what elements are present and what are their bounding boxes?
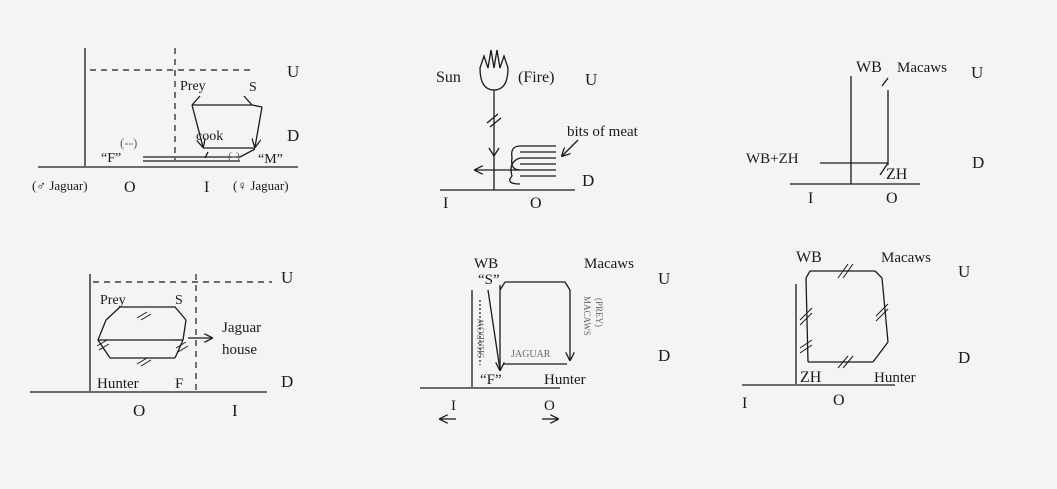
p5-s-label: “S” — [478, 272, 500, 288]
p3-macaws-label: Macaws — [897, 60, 947, 76]
p3-in-label: I — [808, 190, 813, 207]
p1-female-jaguar-label: (♀ Jaguar) — [233, 178, 289, 193]
panel-5: WB “S” Macaws U SHADOW MACAWS (PREY) JAG… — [420, 256, 670, 419]
p2-out-label: O — [530, 195, 542, 212]
p6-in-label: I — [742, 395, 747, 412]
p4-jaguar-label: Jaguar — [222, 320, 261, 336]
p5-up-label: U — [658, 269, 670, 288]
sun-flower-icon — [479, 49, 509, 91]
p6-up-label: U — [958, 262, 970, 281]
panel-3: WB Macaws U WB+ZH D ZH I O — [746, 59, 984, 207]
p4-in-label: I — [232, 401, 238, 420]
p2-sun-label: Sun — [436, 69, 461, 86]
p3-down-label: D — [972, 153, 984, 172]
p5-out-label: O — [544, 398, 555, 414]
p5-wb-label: WB — [474, 256, 498, 272]
p1-f-label: “F” — [101, 151, 121, 166]
p1-in-label: I — [204, 179, 209, 196]
p2-up-label: U — [585, 70, 597, 89]
p3-wb-label: WB — [856, 59, 882, 76]
p6-wb-label: WB — [796, 249, 822, 266]
p5-shadow-label: SHADOW — [476, 318, 486, 358]
p3-zh-label: ZH — [886, 166, 908, 183]
p1-up-label: U — [287, 62, 299, 81]
panel-4: U Prey S Jaguar house Hunter F D O I — [30, 268, 293, 420]
p4-out-label: O — [133, 401, 145, 420]
p5-prey-caps-label: (PREY) — [594, 298, 604, 327]
panel-2: Sun (Fire) U bits of meat D I O — [436, 49, 639, 212]
p1-m-label: “M” — [258, 152, 283, 167]
p5-hunter-label: Hunter — [544, 372, 586, 388]
p1-down-label: D — [287, 126, 299, 145]
p4-up-label: U — [281, 268, 293, 287]
p1-cook-label: cook — [196, 129, 223, 144]
p2-down-label: D — [582, 171, 594, 190]
p1-out-label: O — [124, 179, 136, 196]
p6-hunter-label: Hunter — [874, 370, 916, 386]
p4-down-label: D — [281, 372, 293, 391]
p5-f-label: “F” — [480, 372, 502, 388]
p5-macaws-label: Macaws — [584, 256, 634, 272]
p5-jaguar-label: JAGUAR — [511, 349, 551, 360]
p6-zh-label: ZH — [800, 369, 822, 386]
p3-out-label: O — [886, 190, 898, 207]
p6-macaws-label: Macaws — [881, 250, 931, 266]
p1-neg2-label: (--) — [120, 135, 137, 150]
p5-in-label: I — [451, 398, 456, 414]
p2-fire-label: (Fire) — [518, 69, 554, 86]
p1-male-jaguar-label: (♂ Jaguar) — [32, 178, 88, 193]
p5-macaws-caps-label: MACAWS — [582, 296, 592, 336]
panel-1: Prey S cook U D “F” (--) (-) “M” (♂ Jagu… — [32, 48, 299, 196]
p1-s-label: S — [249, 80, 257, 95]
p1-neg1-label: (-) — [228, 149, 240, 163]
p2-meat-label: bits of meat — [567, 124, 639, 140]
p5-down-label: D — [658, 346, 670, 365]
p4-f-label: F — [175, 376, 183, 392]
p4-hunter-label: Hunter — [97, 376, 139, 392]
p4-s-label: S — [175, 293, 183, 308]
p6-down-label: D — [958, 348, 970, 367]
p6-out-label: O — [833, 392, 845, 409]
p3-wbzh-label: WB+ZH — [746, 151, 799, 167]
p4-house-label: house — [222, 342, 257, 358]
p3-up-label: U — [971, 63, 983, 82]
p1-prey-label: Prey — [180, 79, 206, 94]
p4-prey-label: Prey — [100, 293, 126, 308]
p2-in-label: I — [443, 195, 448, 212]
panel-6: WB Macaws U D ZH Hunter I O — [742, 249, 970, 412]
